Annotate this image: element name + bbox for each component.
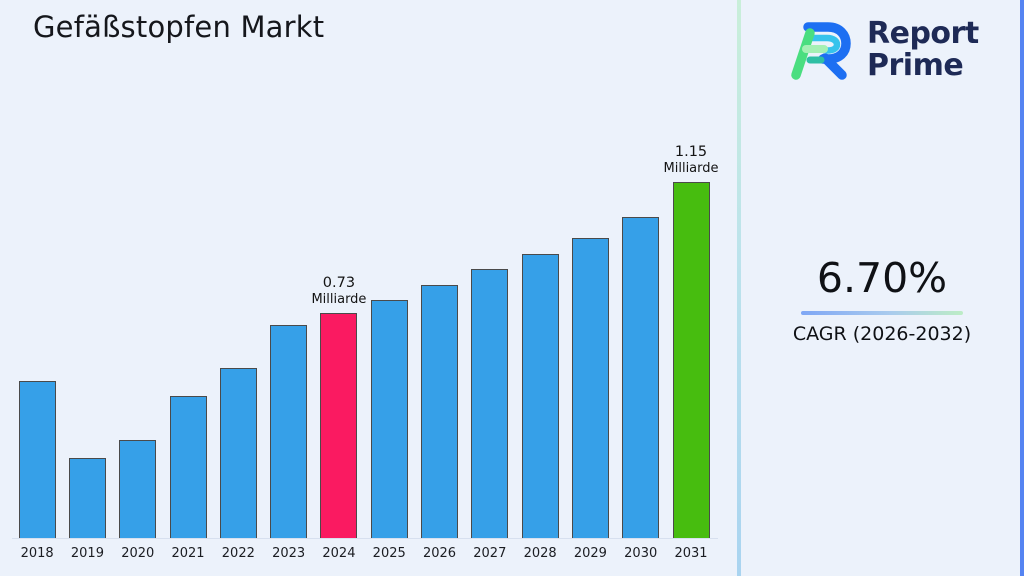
bar-column-2018: 2018 xyxy=(12,381,62,562)
bar-column-2025: 2025 xyxy=(364,300,414,562)
x-axis-label-2031: 2031 xyxy=(674,546,708,561)
cagr-value: 6.70% xyxy=(816,254,948,302)
bar-2018 xyxy=(18,381,56,539)
bar-column-2027: 2027 xyxy=(465,269,515,562)
x-axis-label-2028: 2028 xyxy=(523,546,557,561)
logo-word-prime: Prime xyxy=(867,48,964,83)
bar-column-2026: 2026 xyxy=(414,285,464,562)
x-axis-label-2026: 2026 xyxy=(422,546,457,561)
bar-column-2024: 0.73 Milliarde 2024 xyxy=(311,274,367,562)
bar-column-2031: 1.15 Milliarde 2031 xyxy=(663,143,719,562)
x-axis-line xyxy=(12,538,718,539)
vertical-divider xyxy=(737,0,741,576)
x-axis-label-2023: 2023 xyxy=(272,546,306,561)
bar-column-2020: 2020 xyxy=(113,440,163,562)
cagr-underline xyxy=(801,311,963,315)
x-axis-label-2030: 2030 xyxy=(624,546,658,561)
x-axis-label-2019: 2019 xyxy=(70,546,104,561)
bar-column-2030: 2030 xyxy=(616,217,666,562)
bar-2020 xyxy=(119,440,157,539)
bar-2019 xyxy=(68,458,106,539)
bar-column-2023: 2023 xyxy=(263,325,313,562)
bar-2030 xyxy=(622,217,660,539)
bar-2027 xyxy=(471,269,509,539)
bar-2031 xyxy=(672,182,710,539)
bar-chart: 2018 2019 2020 2021 2022 2023 0.73 Milliarde 202… xyxy=(12,143,719,562)
bar-2024 xyxy=(320,313,358,539)
report-prime-logo: Report Prime xyxy=(783,12,979,88)
bar-2023 xyxy=(270,325,308,539)
x-axis-label-2027: 2027 xyxy=(473,546,507,561)
x-axis-label-2024: 2024 xyxy=(322,546,356,561)
bar-2028 xyxy=(521,254,559,539)
x-axis-label-2021: 2021 xyxy=(171,546,205,561)
bar-value-label-2031: 1.15 Milliarde xyxy=(663,143,719,176)
report-prime-logo-icon xyxy=(783,12,855,88)
report-prime-logo-text: Report Prime xyxy=(867,18,979,82)
bar-2029 xyxy=(571,238,609,539)
x-axis-label-2018: 2018 xyxy=(20,546,54,561)
bar-2021 xyxy=(169,396,207,539)
page-right-accent-border xyxy=(1020,0,1024,576)
bar-column-2021: 2021 xyxy=(163,396,213,562)
bar-column-2029: 2029 xyxy=(565,238,615,562)
bar-column-2028: 2028 xyxy=(515,254,565,562)
bar-value-label-2024: 0.73 Milliarde xyxy=(311,274,367,307)
page-title: Gefäßstopfen Markt xyxy=(33,10,325,44)
bar-2025 xyxy=(370,300,408,539)
logo-word-report: Report xyxy=(867,16,979,52)
cagr-panel: 6.70% CAGR (2026-2032) xyxy=(762,254,1002,345)
cagr-label: CAGR (2026-2032) xyxy=(792,323,972,345)
bar-column-2022: 2022 xyxy=(213,368,263,562)
bar-2022 xyxy=(219,368,257,539)
bar-2026 xyxy=(421,285,459,539)
x-axis-label-2020: 2020 xyxy=(121,546,155,561)
x-axis-label-2029: 2029 xyxy=(573,546,607,561)
bar-column-2019: 2019 xyxy=(62,458,112,562)
x-axis-label-2025: 2025 xyxy=(372,546,406,561)
x-axis-label-2022: 2022 xyxy=(221,546,255,561)
